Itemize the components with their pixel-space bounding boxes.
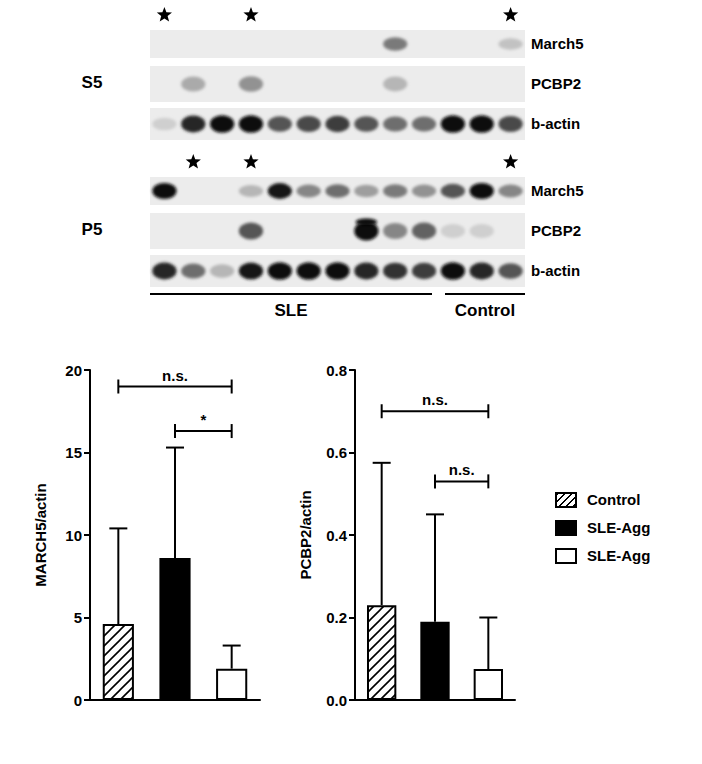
svg-text:*: * [200, 411, 206, 428]
svg-text:n.s.: n.s. [162, 367, 188, 384]
svg-text:0: 0 [74, 692, 82, 709]
svg-text:March5: March5 [531, 182, 584, 199]
svg-text:5: 5 [74, 609, 82, 626]
svg-text:PCBP2/actin: PCBP2/actin [297, 490, 314, 579]
html-text:SLE-Agg: SLE-Agg [587, 547, 651, 564]
svg-text:PCBP2: PCBP2 [531, 222, 581, 239]
svg-text:n.s.: n.s. [422, 391, 448, 408]
svg-text:15: 15 [65, 444, 82, 461]
html-text:SLE-Agg: SLE-Agg [587, 519, 651, 536]
svg-text:0.6: 0.6 [326, 444, 347, 461]
svg-text:n.s.: n.s. [449, 461, 475, 478]
svg-text:0.2: 0.2 [326, 609, 347, 626]
svg-text:Control: Control [455, 301, 515, 320]
svg-text:S5: S5 [82, 73, 103, 92]
svg-text:10: 10 [65, 527, 82, 544]
svg-text:b-actin: b-actin [531, 262, 580, 279]
svg-text:P5: P5 [82, 220, 103, 239]
svg-text:0.8: 0.8 [326, 362, 347, 379]
svg-text:SLE: SLE [274, 301, 307, 320]
svg-text:20: 20 [65, 362, 82, 379]
svg-text:PCBP2: PCBP2 [531, 75, 581, 92]
svg-text:0.0: 0.0 [326, 692, 347, 709]
svg-text:0.4: 0.4 [326, 527, 348, 544]
svg-text:b-actin: b-actin [531, 115, 580, 132]
svg-text:MARCH5/actin: MARCH5/actin [32, 483, 49, 586]
html-text:Control: Control [587, 491, 641, 508]
svg-text:March5: March5 [531, 35, 584, 52]
